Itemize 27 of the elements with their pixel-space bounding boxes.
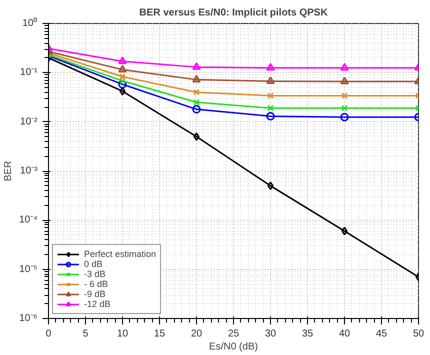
y-tick-label: 10⁻² [20, 116, 38, 128]
x-tick-label: 25 [228, 328, 240, 340]
y-tick-label: 10⁻⁴ [19, 214, 38, 226]
legend-label: Perfect estimation [84, 249, 156, 259]
y-tick-label: 10⁻⁶ [19, 313, 38, 324]
legend-label: -3 dB [84, 269, 106, 279]
y-tick-label: 10⁰ [22, 17, 38, 29]
x-tick-label: 15 [154, 328, 166, 340]
legend-label: 0 dB [84, 259, 104, 269]
x-axis-title: Es/N0 (dB) [209, 342, 258, 352]
y-tick-label: 10⁻⁵ [19, 264, 38, 275]
x-tick-label: 40 [338, 328, 350, 340]
x-tick-label: 10 [116, 328, 128, 340]
x-tick-label: 30 [264, 328, 276, 340]
x-tick-label: 0 [46, 328, 52, 340]
y-axis-title: BER [3, 160, 14, 182]
x-tick-label: 35 [302, 328, 314, 340]
chart-title: BER versus Es/N0: Implicit pilots QPSK [139, 8, 328, 18]
legend-label: -9 dB [84, 289, 106, 299]
x-tick-label: 5 [82, 328, 89, 340]
legend-label: - 6 dB [84, 279, 108, 289]
x-tick-label: 20 [190, 328, 202, 340]
x-tick-label: 45 [376, 328, 388, 340]
legend-label: -12 dB [84, 299, 111, 309]
x-tick-label: 50 [412, 328, 424, 340]
y-tick-label: 10⁻³ [20, 166, 38, 176]
y-tick-label: 10⁻¹ [20, 67, 38, 78]
